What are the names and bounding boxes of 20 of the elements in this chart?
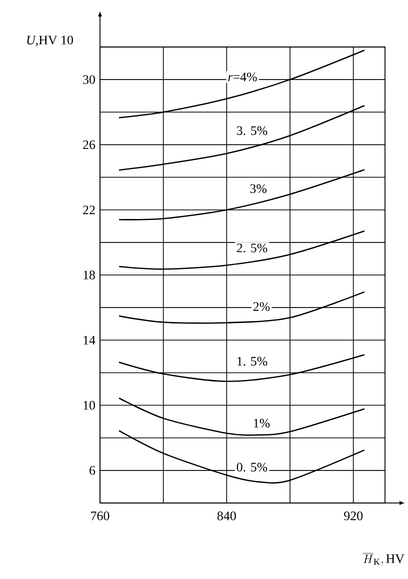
x-tick-label: 760 — [91, 512, 110, 520]
y-tick-label: 10 — [84, 400, 95, 410]
y-tick-label: 6 — [90, 466, 96, 475]
y-tick-label: 30 — [83, 75, 95, 84]
x-tick-label: 920 — [344, 512, 363, 520]
annotation: 3. 5% — [236, 126, 268, 136]
annotation: r=4% — [228, 72, 257, 82]
y-tick-label: 26 — [83, 140, 96, 150]
annotation: 1. 5% — [237, 356, 268, 366]
x-axis-title: $\overline{H}_{\mathrm{K}},\mathrm{HV}$ — [362, 553, 404, 566]
y-tick-label: 14 — [84, 336, 96, 344]
annotation: 3% — [250, 184, 267, 194]
annotation: 2% — [253, 302, 270, 311]
x-tick-label: 840 — [217, 512, 236, 520]
annotation: 0. 5% — [236, 462, 268, 472]
y-tick-label: 22 — [83, 206, 95, 214]
y-axis-title: U,HV 10 — [27, 36, 73, 46]
annotation: 1% — [254, 418, 270, 428]
annotation: 2. 5% — [236, 244, 268, 252]
y-tick-label: 18 — [84, 270, 95, 280]
